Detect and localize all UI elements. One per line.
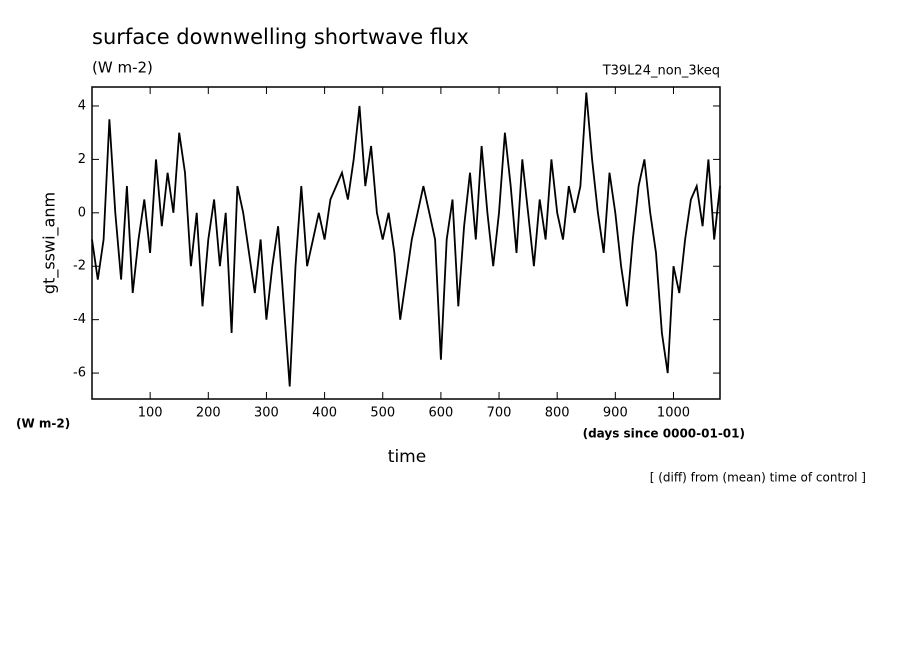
run-label: T39L24_non_3keq	[602, 64, 720, 79]
y-tick-label: 0	[78, 205, 86, 220]
x-tick-label: 600	[428, 406, 453, 421]
y-axis-label: gt_sswi_anm	[40, 192, 60, 294]
chart-title: surface downwelling shortwave flux	[92, 25, 469, 49]
y-tick-label: 2	[78, 152, 86, 167]
note: [ (diff) from (mean) time of control ]	[650, 471, 866, 485]
y-tick-label: 4	[78, 98, 86, 113]
y-units: (W m-2)	[16, 417, 70, 431]
plot-frame	[91, 86, 721, 400]
x-axis-label: time	[388, 447, 426, 467]
x-tick-label: 900	[603, 406, 628, 421]
x-tick-label: 500	[370, 406, 395, 421]
y-tick-label: -6	[73, 366, 86, 381]
y-tick-label: -4	[73, 312, 86, 327]
x-tick-label: 700	[487, 406, 512, 421]
chart-subtitle: (W m-2)	[92, 59, 153, 77]
x-tick-label: 300	[254, 406, 279, 421]
x-tick-label: 100	[138, 406, 163, 421]
data-line	[91, 92, 721, 387]
x-units: (days since 0000-01-01)	[583, 427, 745, 441]
x-tick-label: 800	[545, 406, 570, 421]
x-tick-label: 1000	[657, 406, 690, 421]
y-tick-label: -2	[73, 259, 86, 274]
x-tick-label: 400	[312, 406, 337, 421]
x-tick-label: 200	[196, 406, 221, 421]
